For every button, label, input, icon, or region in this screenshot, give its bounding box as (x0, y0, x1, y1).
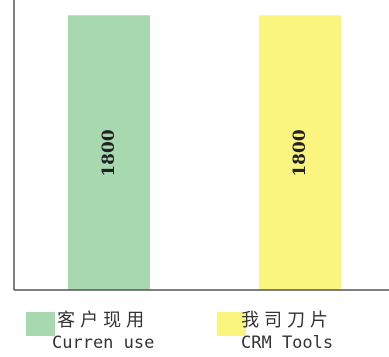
legend-text: 我司刀片 CRM Tools (241, 310, 333, 354)
bar-2 (259, 15, 341, 291)
legend-label-en: Curren use (52, 333, 155, 353)
bars-layer: 1800 1800 (68, 15, 341, 291)
bar-value-label-1: 1800 (99, 129, 119, 176)
legend-swatch-green (26, 312, 55, 336)
legend-label-cn: 客户现用 (57, 310, 150, 331)
legend-text: 客户现用 Curren use (52, 310, 154, 354)
legend-swatch-yellow (217, 312, 246, 336)
bar-1 (68, 15, 150, 291)
legend-label-en: CRM Tools (241, 333, 334, 353)
legend-label-cn: 我司刀片 (241, 310, 334, 331)
bar-chart: 1800 1800 (13, 0, 389, 291)
bar-value-label-2: 1800 (290, 129, 310, 176)
legend-item-crm-tools: 我司刀片 CRM Tools (217, 310, 333, 354)
legend-item-current-use: 客户现用 Curren use (26, 310, 154, 354)
